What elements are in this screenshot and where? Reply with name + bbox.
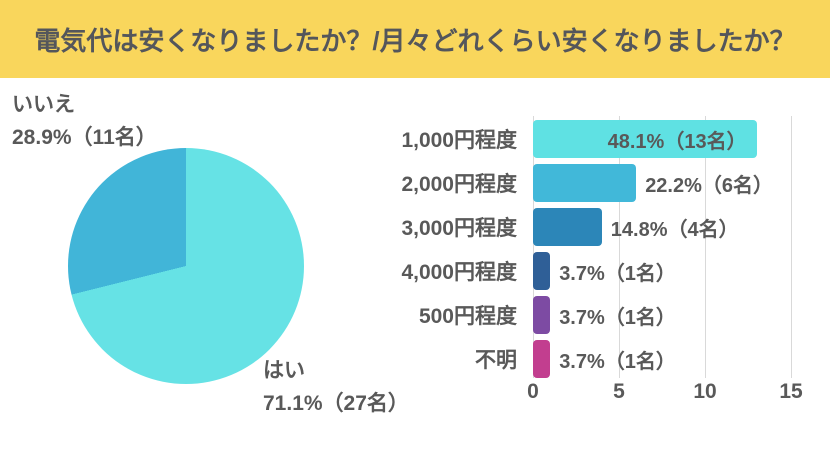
pie-label-yes-value: 71.1%（27名） xyxy=(263,392,409,415)
pie-chart xyxy=(68,148,304,384)
x-tick-label: 5 xyxy=(613,380,625,403)
gridline xyxy=(618,116,620,378)
gridline xyxy=(790,116,792,378)
pie-label-yes: はい 71.1%（27名） xyxy=(263,354,409,420)
bar xyxy=(533,296,551,334)
bar-value-label: 3.7%（1名） xyxy=(559,306,676,329)
bar-value-label: 48.1%（13名） xyxy=(607,130,747,153)
bar-value-label: 14.8%（4名） xyxy=(610,218,739,241)
pie-label-no-value: 28.9%（11名） xyxy=(12,126,157,149)
bar-category-label: 4,000円程度 xyxy=(401,261,517,284)
bar-value-label: 3.7%（1名） xyxy=(559,350,676,373)
bar xyxy=(533,208,602,246)
header-banner: 電気代は安くなりましたか？/月々どれくらい安くなりましたか？ xyxy=(0,0,830,78)
bar-category-label: 2,000円程度 xyxy=(401,173,517,196)
bar-category-label: 不明 xyxy=(475,349,517,372)
gridline xyxy=(532,116,534,378)
bar xyxy=(533,340,551,378)
x-tick-label: 15 xyxy=(779,380,803,403)
x-tick-label: 10 xyxy=(693,380,717,403)
page-title: 電気代は安くなりましたか？/月々どれくらい安くなりましたか？ xyxy=(34,25,796,56)
pie-label-no: いいえ 28.9%（11名） xyxy=(12,88,157,154)
x-tick-label: 0 xyxy=(527,380,539,403)
bar-category-label: 3,000円程度 xyxy=(401,217,517,240)
bar-category-label: 1,000円程度 xyxy=(401,129,517,152)
pie-label-no-name: いいえ xyxy=(12,93,75,116)
bar xyxy=(533,120,757,158)
gridline xyxy=(704,116,706,378)
pie-label-yes-name: はい xyxy=(263,359,305,382)
bar-category-label: 500円程度 xyxy=(418,305,517,328)
bar-value-label: 3.7%（1名） xyxy=(559,262,676,285)
bar xyxy=(533,164,637,202)
bar-value-label: 22.2%（6名） xyxy=(645,174,774,197)
bar xyxy=(533,252,551,290)
